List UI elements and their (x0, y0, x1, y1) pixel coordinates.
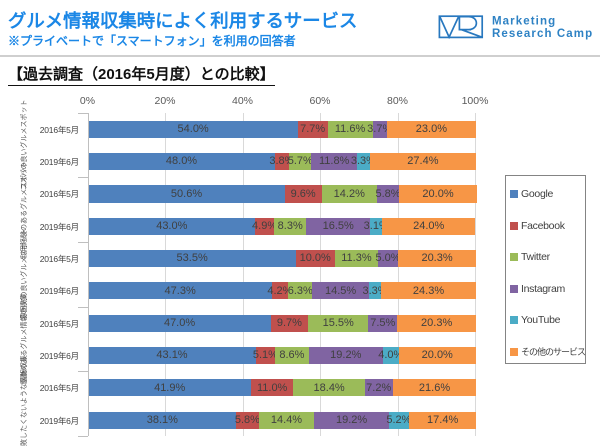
svg-text:Marketing: Marketing (492, 15, 556, 27)
svg-text:Research Camp: Research Camp (492, 28, 593, 40)
